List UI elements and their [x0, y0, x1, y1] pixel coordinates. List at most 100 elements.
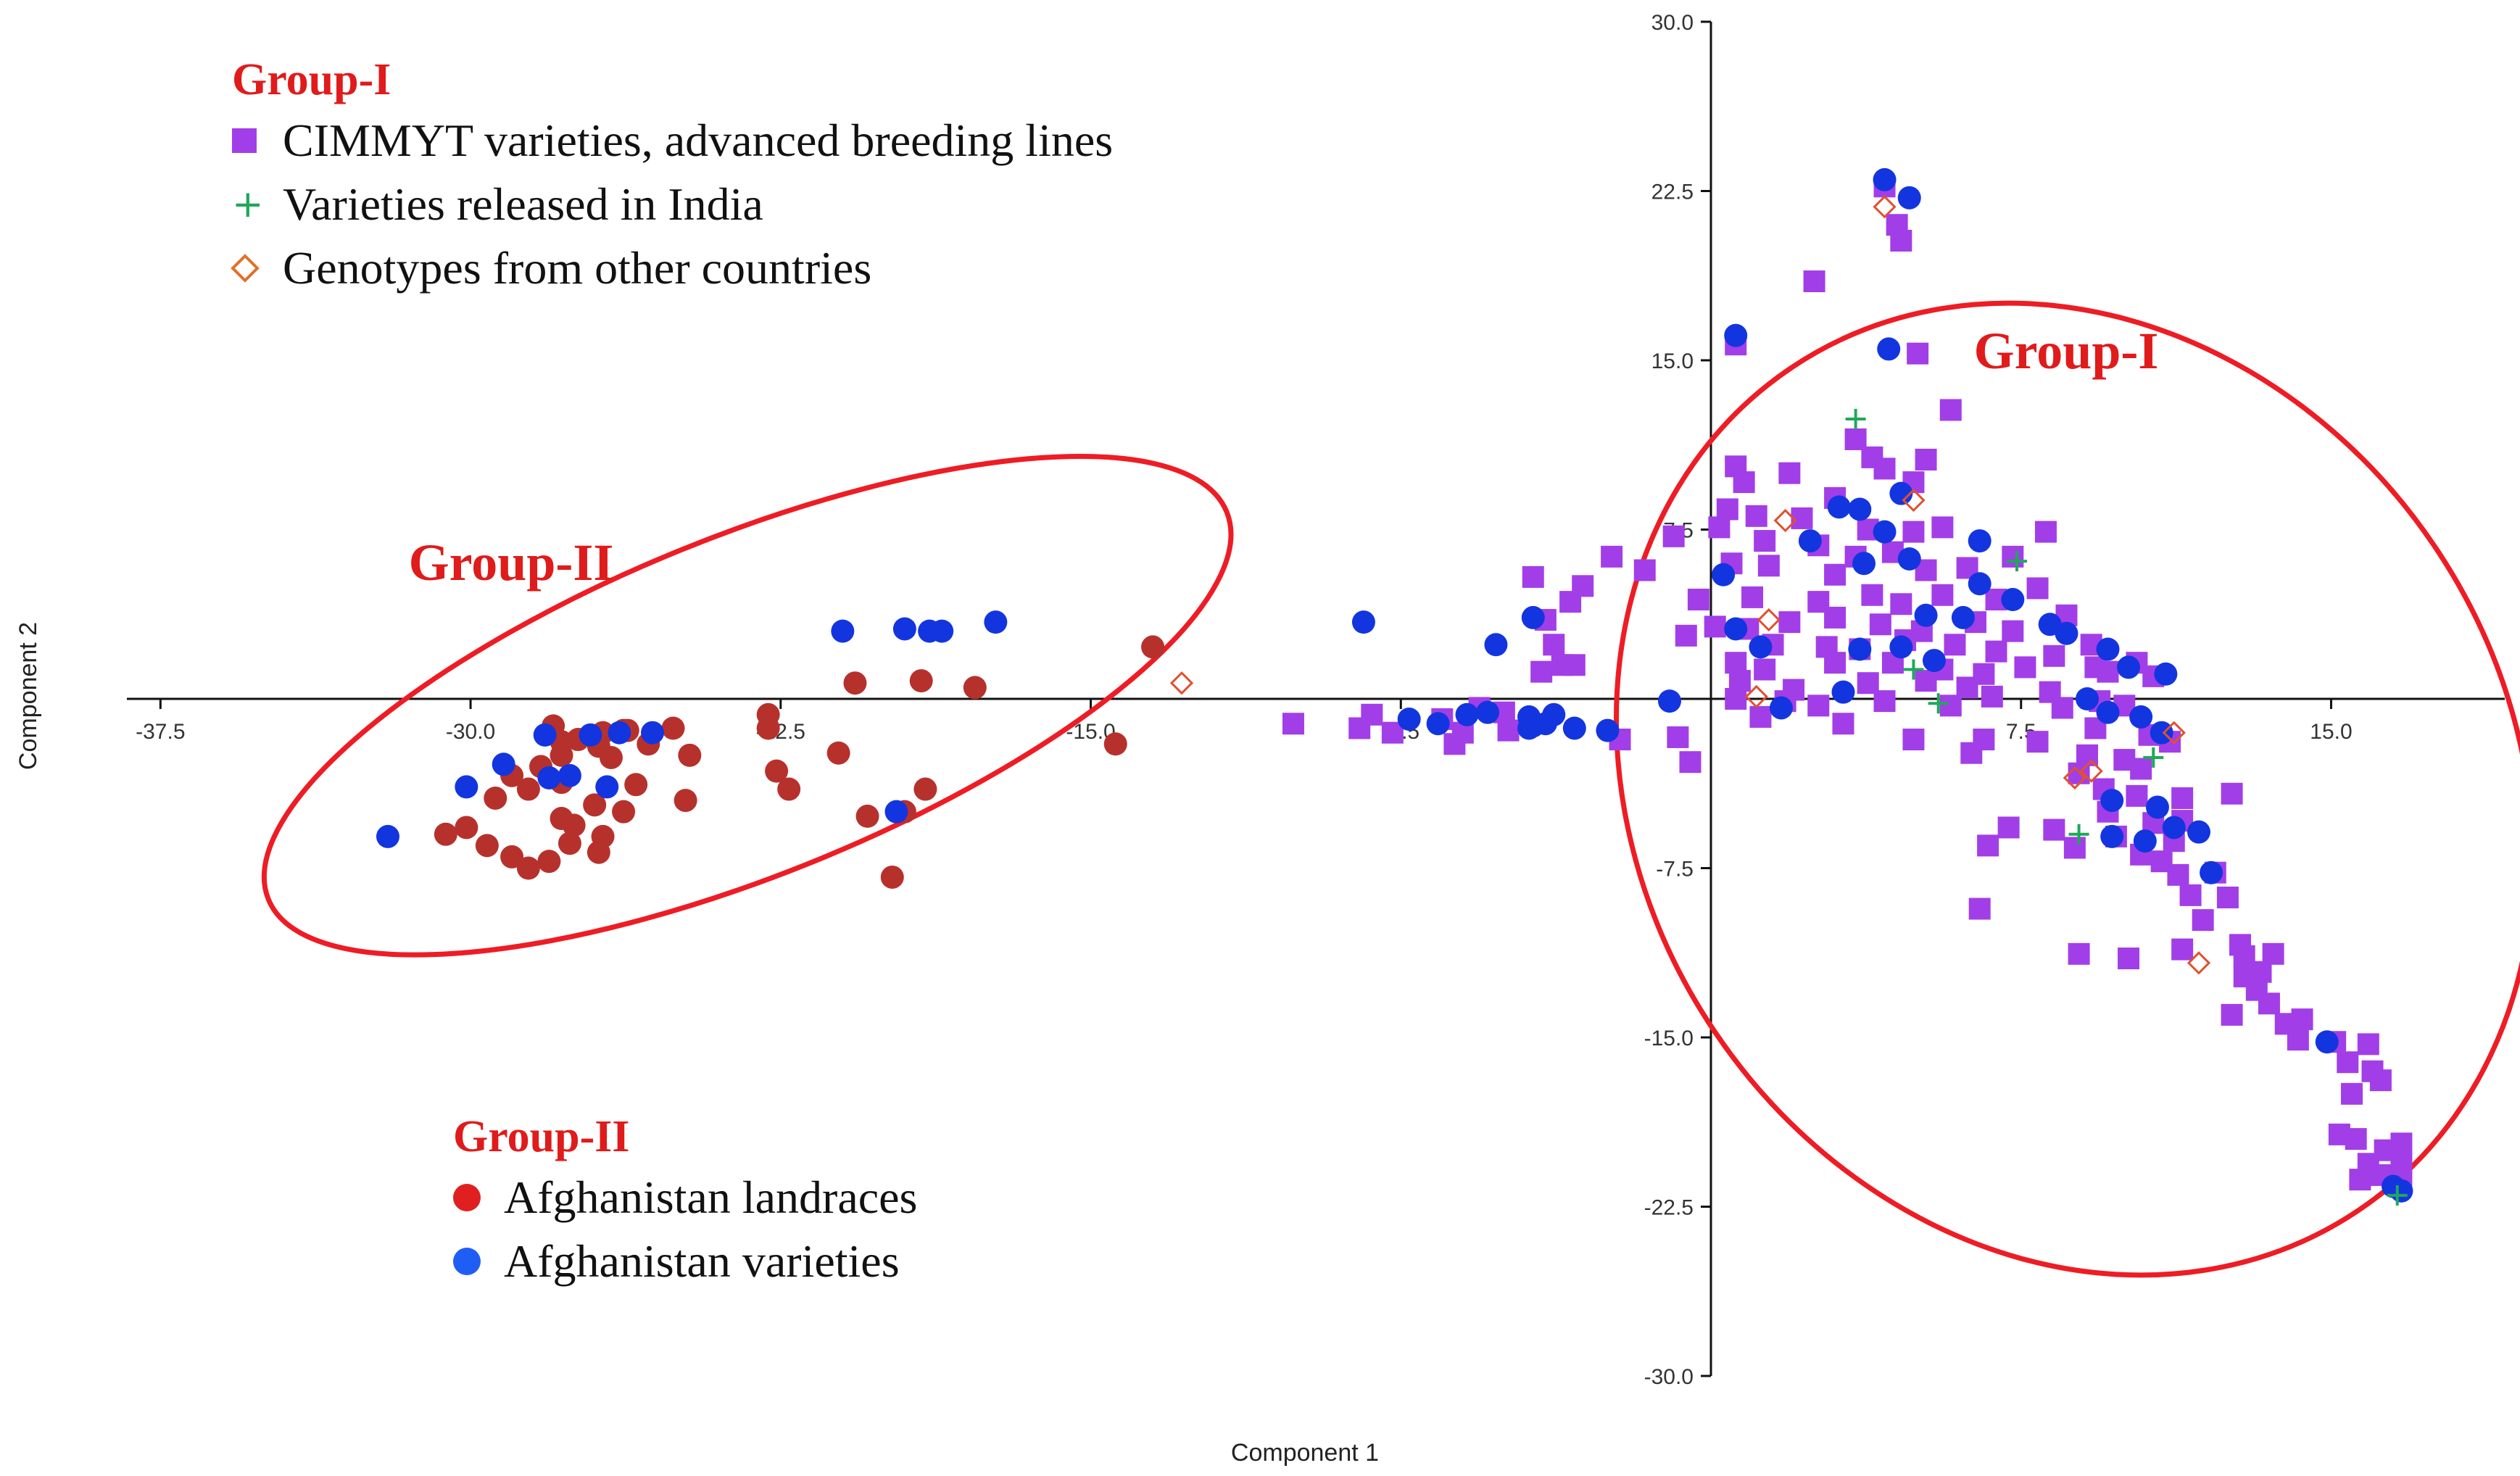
point-cimmyt [1939, 399, 1962, 421]
point-afghan-variety [2390, 1179, 2413, 1203]
point-afghan-variety [2150, 721, 2173, 745]
point-cimmyt [1997, 816, 2020, 839]
point-other-country [1169, 671, 1194, 695]
point-landrace [624, 773, 648, 797]
legend-title-group-1: Group-I [232, 55, 391, 104]
data-points [376, 167, 2413, 1206]
point-afghan-variety [1889, 481, 1913, 505]
point-cimmyt [2192, 909, 2214, 932]
point-cimmyt [1708, 516, 1731, 539]
point-afghan-variety [2133, 829, 2157, 853]
point-cimmyt [1985, 640, 2007, 663]
point-cimmyt [1873, 457, 1896, 480]
point-cimmyt [2126, 784, 2148, 807]
point-other-country [1873, 195, 1897, 219]
x-tick-label: -30.0 [446, 720, 495, 744]
y-axis-label: Component 2 [14, 622, 42, 770]
point-cimmyt [2357, 1033, 2379, 1056]
point-cimmyt [1754, 530, 1776, 552]
point-afghan-variety [1831, 680, 1855, 704]
point-cimmyt [2014, 656, 2036, 679]
point-india-variety [2068, 824, 2089, 845]
ellipse-group-i [1613, 300, 2520, 1278]
point-cimmyt [1675, 624, 1697, 647]
group-annotations: Group-I Group-II [409, 322, 2159, 592]
legend-label-other-countries: Genotypes from other countries [283, 242, 872, 294]
point-cimmyt [1832, 713, 1854, 735]
point-cimmyt [2130, 758, 2152, 780]
point-afghan-variety [984, 610, 1008, 634]
y-tick-label: 22.5 [1651, 181, 1694, 204]
point-cimmyt [1530, 660, 1553, 683]
point-landrace [777, 777, 801, 801]
point-cimmyt [2068, 942, 2090, 965]
legend-label-afghan-varieties: Afghanistan varieties [504, 1235, 900, 1287]
point-cimmyt [1890, 593, 1912, 615]
point-other-country [1773, 508, 1797, 533]
point-cimmyt [1733, 471, 1755, 494]
point-afghan-variety [1897, 547, 1921, 571]
point-landrace [765, 759, 789, 783]
point-other-country [2063, 766, 2086, 790]
point-afghan-variety [1749, 635, 1773, 659]
point-afghan-variety [2187, 820, 2210, 844]
point-landrace [756, 716, 780, 740]
point-other-country [1902, 488, 1926, 513]
point-cimmyt [1563, 654, 1586, 676]
point-cimmyt [1601, 545, 1623, 568]
legend-item-cimmyt: CIMMYT varieties, advanced breeding line… [232, 109, 1113, 173]
y-tick-label: -15.0 [1644, 1027, 1694, 1050]
point-cimmyt [1890, 229, 1912, 252]
point-cimmyt [2118, 948, 2140, 970]
square-marker-icon [232, 128, 257, 153]
circle-marker-icon [453, 1248, 481, 1275]
point-cimmyt [2390, 1153, 2413, 1175]
point-cimmyt [1633, 559, 1656, 581]
point-cimmyt [1944, 634, 1966, 656]
point-afghan-variety [1657, 689, 1681, 713]
point-landrace [880, 865, 904, 889]
point-afghan-variety [608, 721, 631, 745]
point-cimmyt [2262, 942, 2284, 965]
legend-item-afghan-varieties: Afghanistan varieties [453, 1230, 917, 1293]
point-cimmyt [1778, 462, 1801, 484]
point-afghan-variety [930, 619, 954, 643]
point-cimmyt [1861, 584, 1883, 606]
point-cimmyt [2179, 884, 2202, 906]
point-afghan-variety [2145, 795, 2169, 819]
point-cimmyt [2026, 731, 2049, 753]
point-afghan-variety [595, 775, 619, 799]
point-cimmyt [1960, 742, 1983, 764]
point-landrace [558, 832, 581, 855]
y-tick-label: -30.0 [1644, 1365, 1694, 1389]
point-afghan-variety [1873, 167, 1897, 191]
point-landrace [516, 856, 540, 880]
point-afghan-variety [1798, 529, 1822, 553]
point-landrace [612, 800, 636, 824]
point-landrace [678, 743, 702, 767]
point-cimmyt [1824, 652, 1847, 674]
point-cimmyt [2167, 863, 2189, 886]
point-cimmyt [1704, 615, 1726, 638]
point-afghan-variety [2129, 705, 2153, 729]
point-afghan-variety [1827, 495, 1851, 519]
point-cimmyt [2051, 697, 2073, 719]
point-landrace [550, 807, 573, 831]
legend-group-2: Group-II Afghanistan landraces Afghanist… [453, 1108, 917, 1293]
point-landrace [500, 845, 524, 868]
point-afghan-variety [2117, 655, 2141, 679]
y-tick-label: 15.0 [1651, 349, 1694, 373]
legend-label-india: Varieties released in India [283, 178, 763, 230]
point-afghan-variety [1724, 617, 1748, 641]
point-afghan-variety [1848, 637, 1872, 661]
point-cimmyt [1679, 751, 1702, 774]
point-cimmyt [2287, 1029, 2309, 1051]
point-cimmyt [2026, 577, 2049, 600]
point-landrace [843, 671, 867, 695]
point-cimmyt [1902, 729, 1925, 751]
point-cimmyt [2063, 837, 2086, 859]
point-cimmyt [1282, 713, 1304, 735]
ellipse-group-ii [261, 454, 1234, 958]
plus-marker-icon: + [232, 183, 264, 226]
point-cimmyt [1543, 634, 1565, 656]
